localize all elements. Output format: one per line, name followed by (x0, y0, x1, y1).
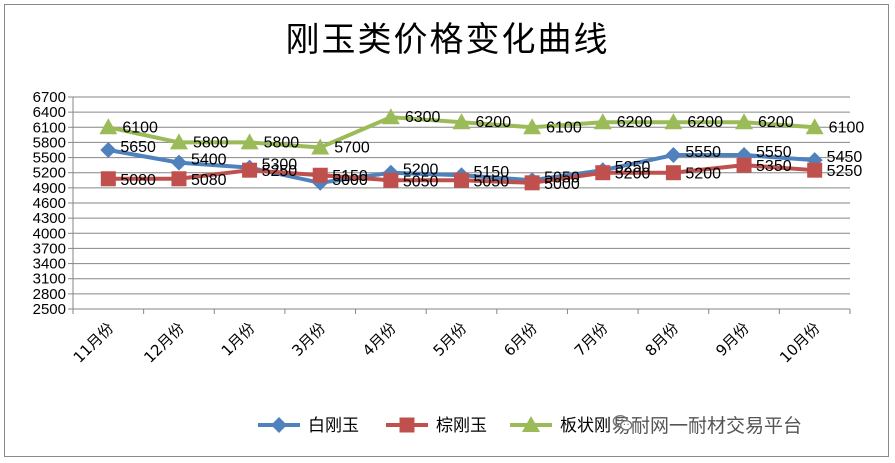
data-label: 5300 (262, 157, 298, 174)
y-tick-label: 2500 (33, 301, 66, 318)
data-label: 6100 (829, 119, 865, 136)
y-tick-label: 2800 (33, 286, 66, 303)
y-tick-label: 5200 (33, 165, 66, 182)
data-label: 6200 (687, 114, 723, 131)
y-tick-label: 6700 (33, 89, 66, 106)
wechat-icon (612, 414, 633, 431)
data-label: 5800 (264, 134, 300, 151)
data-label: 6200 (617, 114, 653, 131)
x-tick-label: 12月份 (140, 319, 187, 366)
data-point (595, 165, 611, 181)
data-label: 5350 (756, 158, 792, 175)
data-label: 5150 (474, 164, 510, 181)
watermark: 易耐网一耐材交易平台 (612, 412, 803, 437)
data-label: 5050 (544, 169, 580, 186)
data-label: 5450 (827, 149, 863, 166)
data-label: 5050 (474, 173, 510, 190)
data-point (100, 171, 116, 187)
data-point (312, 167, 328, 183)
x-tick-label: 4月份 (359, 319, 400, 360)
legend-label: 白刚玉 (308, 416, 359, 436)
x-tick-label: 1月份 (218, 319, 259, 360)
data-label: 5080 (120, 172, 156, 189)
y-tick-label: 6400 (33, 104, 66, 121)
data-label: 5550 (756, 144, 792, 161)
y-tick-label: 5500 (33, 150, 66, 167)
legend-label: 棕刚玉 (436, 416, 487, 436)
chart-title: 刚玉类价格变化曲线 (285, 20, 610, 60)
data-label: 6200 (758, 114, 794, 131)
data-point (99, 118, 118, 135)
y-tick-label: 6100 (33, 119, 66, 136)
data-point (311, 138, 330, 155)
data-point (383, 172, 399, 188)
data-label: 5200 (615, 166, 651, 183)
data-point (523, 118, 542, 135)
data-point (593, 113, 612, 130)
x-tick-label: 9月份 (712, 319, 753, 360)
data-point (736, 157, 752, 173)
data-label: 5250 (262, 163, 298, 180)
data-label: 5250 (615, 159, 651, 176)
data-label: 5000 (544, 176, 580, 193)
y-tick-label: 3100 (33, 271, 66, 288)
watermark-text: 易耐网一耐材交易平台 (612, 414, 803, 437)
legend-marker (399, 417, 415, 433)
data-point (169, 133, 188, 150)
data-label: 5200 (403, 162, 439, 179)
legend-marker (522, 416, 540, 432)
x-tick-label: 7月份 (571, 319, 612, 360)
data-label: 5000 (332, 172, 368, 189)
x-tick-label: 10月份 (776, 319, 823, 366)
data-point (381, 108, 400, 125)
y-tick-label: 5800 (33, 134, 66, 151)
y-tick-label: 3700 (33, 240, 66, 257)
y-tick-label: 4300 (33, 210, 66, 227)
data-label: 5700 (334, 139, 370, 156)
data-label: 5250 (827, 163, 863, 180)
data-point (524, 175, 540, 191)
data-label: 5800 (193, 134, 229, 151)
data-point (170, 154, 187, 171)
data-label: 5150 (332, 168, 368, 185)
data-label: 5650 (120, 139, 156, 156)
legend-label: 板状刚 (560, 416, 611, 436)
x-tick-label: 3月份 (288, 319, 329, 360)
data-point (100, 142, 117, 158)
data-label: 5200 (685, 166, 721, 183)
y-tick-label: 3400 (33, 256, 66, 273)
data-label: 6300 (405, 109, 441, 126)
x-tick-label: 11月份 (70, 319, 117, 366)
x-tick-label: 8月份 (642, 319, 683, 360)
x-tick-label: 5月份 (430, 319, 471, 360)
y-tick-label: 4900 (33, 180, 66, 197)
data-point (805, 118, 824, 135)
x-tick-label: 6月份 (500, 319, 541, 360)
data-point (735, 113, 754, 130)
data-label: 6100 (122, 119, 158, 136)
data-label: 5080 (191, 172, 227, 189)
data-point (240, 133, 259, 150)
data-label: 5400 (191, 152, 227, 169)
chart-frame (4, 4, 889, 457)
data-point (171, 171, 187, 187)
data-label: 6200 (476, 114, 512, 131)
data-point (807, 162, 823, 178)
data-label: 6100 (546, 119, 582, 136)
data-point (665, 147, 682, 164)
y-tick-label: 4000 (33, 225, 66, 242)
legend-marker (271, 417, 287, 433)
data-point (454, 172, 469, 188)
data-point (242, 162, 258, 178)
data-label: 5050 (403, 173, 439, 190)
y-tick-label: 4600 (33, 195, 66, 212)
data-point (664, 113, 683, 130)
data-point (452, 113, 471, 130)
data-label: 5550 (685, 144, 721, 161)
data-point (665, 165, 681, 181)
